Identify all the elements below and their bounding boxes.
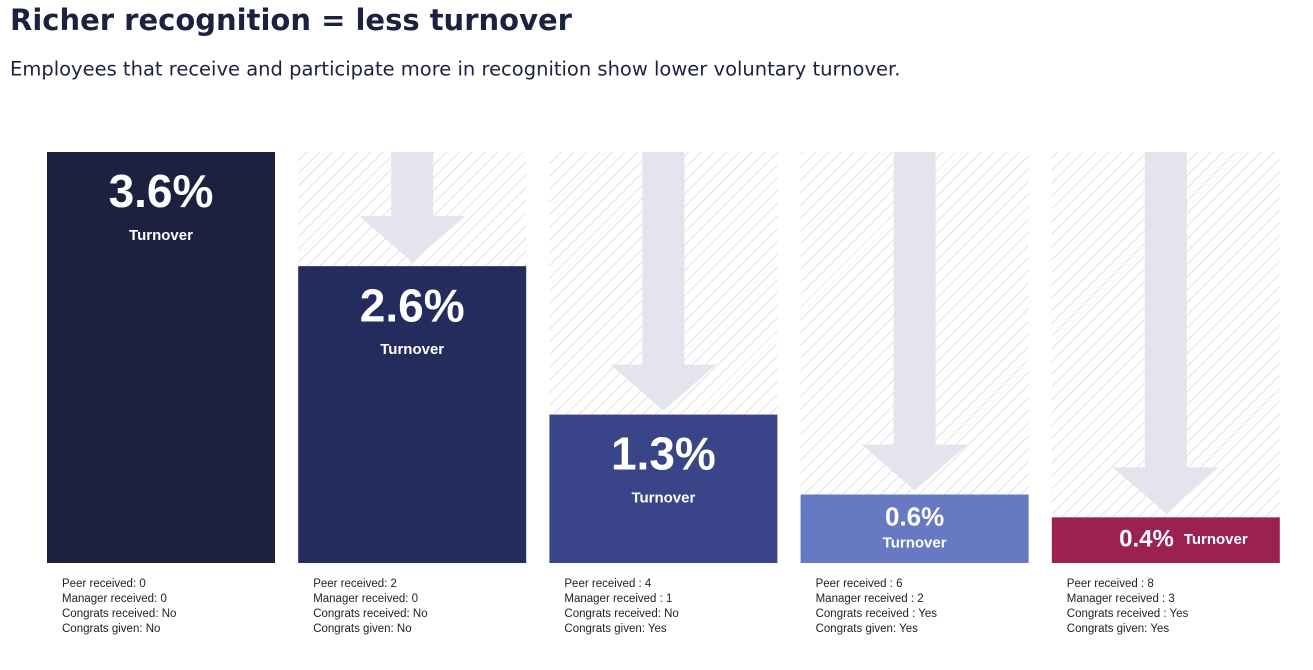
bar	[549, 414, 778, 563]
bar	[47, 152, 275, 563]
down-arrow	[359, 152, 466, 263]
value-label: 2.6%	[360, 279, 465, 331]
value-caption: Turnover	[883, 534, 947, 551]
category-label: Congrats given: Yes	[816, 623, 919, 635]
category-label: Peer received: 0	[62, 578, 146, 590]
category-label: Congrats given: Yes	[564, 623, 667, 635]
value-caption: Turnover	[1184, 531, 1248, 548]
category-label: Manager received : 1	[564, 593, 672, 605]
category-label: Manager received : 2	[816, 593, 924, 605]
value-label: 0.4%	[1119, 526, 1174, 553]
down-arrow	[1112, 152, 1219, 514]
value-caption: Turnover	[380, 341, 444, 358]
category-label: Congrats received : Yes	[1067, 608, 1189, 620]
bar	[800, 494, 1029, 563]
category-label: Peer received : 8	[1067, 578, 1154, 590]
category-label: Manager received: 0	[62, 593, 167, 605]
category-label: Peer received : 6	[816, 578, 903, 590]
category-label: Congrats given: No	[313, 623, 411, 635]
category-label: Congrats given: Yes	[1067, 623, 1170, 635]
chart-subtitle: Employees that receive and participate m…	[10, 58, 900, 81]
category-label: Congrats received: No	[564, 608, 678, 620]
category-label: Manager received: 0	[313, 593, 418, 605]
category-label: Congrats received : Yes	[816, 608, 938, 620]
down-arrow	[610, 152, 717, 411]
down-arrow	[861, 152, 968, 491]
value-caption: Turnover	[129, 227, 193, 244]
category-label: Manager received : 3	[1067, 593, 1175, 605]
value-label: 3.6%	[109, 165, 214, 217]
category-label: Congrats received: No	[313, 608, 427, 620]
bar	[1051, 517, 1280, 563]
category-label: Peer received: 2	[313, 578, 397, 590]
category-label: Congrats received: No	[62, 608, 176, 620]
chart-title: Richer recognition = less turnover	[10, 3, 573, 37]
bar	[298, 266, 527, 563]
category-label: Congrats given: No	[62, 623, 160, 635]
value-label: 0.6%	[885, 501, 944, 531]
value-caption: Turnover	[631, 490, 695, 507]
category-label: Peer received : 4	[564, 578, 652, 590]
value-label: 1.3%	[611, 428, 716, 480]
